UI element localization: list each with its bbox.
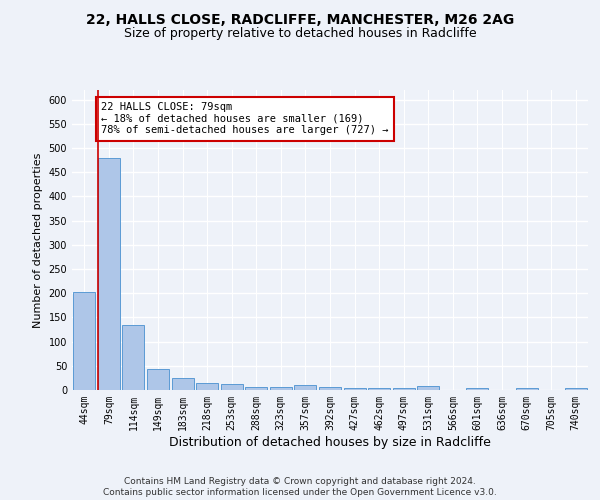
Y-axis label: Number of detached properties: Number of detached properties — [33, 152, 43, 328]
Bar — [196, 382, 218, 390]
Bar — [515, 388, 538, 390]
Bar — [368, 388, 390, 390]
Text: 22 HALLS CLOSE: 79sqm
← 18% of detached houses are smaller (169)
78% of semi-det: 22 HALLS CLOSE: 79sqm ← 18% of detached … — [101, 102, 389, 136]
Text: Distribution of detached houses by size in Radcliffe: Distribution of detached houses by size … — [169, 436, 491, 449]
Text: 22, HALLS CLOSE, RADCLIFFE, MANCHESTER, M26 2AG: 22, HALLS CLOSE, RADCLIFFE, MANCHESTER, … — [86, 12, 514, 26]
Text: Contains HM Land Registry data © Crown copyright and database right 2024.: Contains HM Land Registry data © Crown c… — [124, 476, 476, 486]
Bar — [319, 387, 341, 390]
Bar — [295, 384, 316, 390]
Text: Size of property relative to detached houses in Radcliffe: Size of property relative to detached ho… — [124, 28, 476, 40]
Text: Contains public sector information licensed under the Open Government Licence v3: Contains public sector information licen… — [103, 488, 497, 497]
Bar — [245, 387, 268, 390]
Bar — [122, 324, 145, 390]
Bar — [172, 378, 194, 390]
Bar — [270, 387, 292, 390]
Bar — [147, 369, 169, 390]
Bar — [417, 386, 439, 390]
Bar — [565, 388, 587, 390]
Bar — [392, 388, 415, 390]
Bar — [98, 158, 120, 390]
Bar — [466, 388, 488, 390]
Bar — [221, 384, 243, 390]
Bar — [344, 388, 365, 390]
Bar — [73, 292, 95, 390]
